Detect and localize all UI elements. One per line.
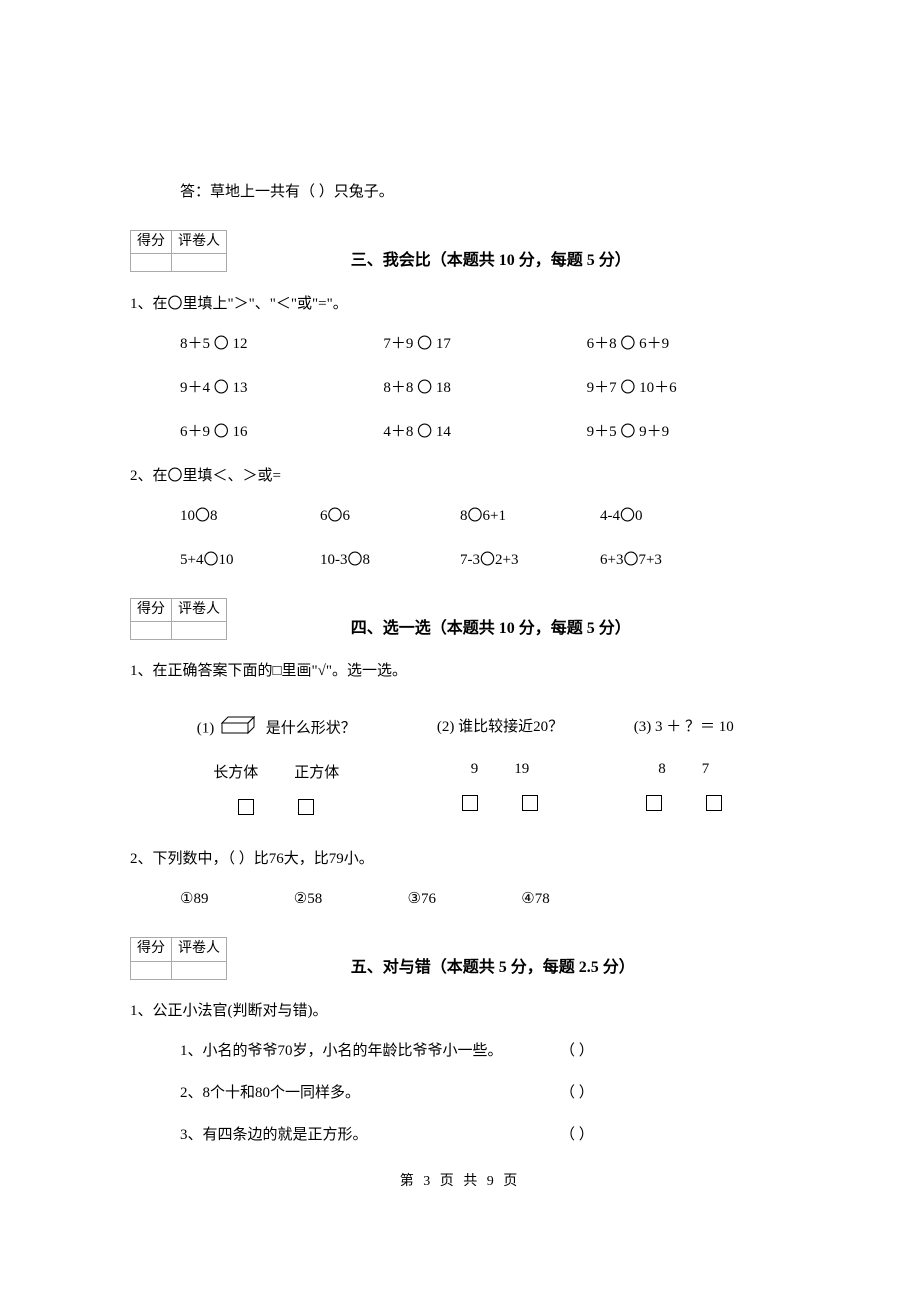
score-cell[interactable] <box>131 254 172 272</box>
section-3-title: 三、我会比（本题共 10 分，每题 5 分） <box>351 248 631 274</box>
answer-box[interactable] <box>462 795 478 811</box>
quiz1-opt1: 长方体 <box>213 761 258 785</box>
comparison-cell: 4-4〇0 <box>600 504 740 528</box>
comparison-cell: 9＋5 〇 9＋9 <box>587 420 790 444</box>
grader-header: 评卷人 <box>172 938 227 961</box>
mc-opt-2: ②58 <box>294 887 404 911</box>
answer-box[interactable] <box>238 799 254 815</box>
grader-cell[interactable] <box>172 621 227 639</box>
quiz3-header: (3) 3 ＋ ？＝ 10 <box>604 715 764 739</box>
mc-opt-4: ④78 <box>521 887 631 911</box>
quiz3-opt1: 8 <box>658 757 666 781</box>
comparison-cell: 9＋7 〇 10＋6 <box>587 376 790 400</box>
quiz1-opt2: 正方体 <box>294 761 339 785</box>
section-3-header: 得分 评卷人 三、我会比（本题共 10 分，每题 5 分） <box>130 230 790 274</box>
score-cell[interactable] <box>131 621 172 639</box>
judge-text: 1、小名的爷爷70岁，小名的年龄比爷爷小一些。 <box>180 1039 560 1063</box>
comparison-cell: 9＋4 〇 13 <box>180 376 383 400</box>
score-header: 得分 <box>131 598 172 621</box>
section-5-title: 五、对与错（本题共 5 分，每题 2.5 分） <box>351 955 635 981</box>
quiz1-pre: (1) <box>197 721 215 737</box>
s3-q1-prompt: 1、在〇里填上"＞"、"＜"或"="。 <box>130 292 790 316</box>
comparison-cell: 8＋8 〇 18 <box>383 376 586 400</box>
comparison-cell: 6+3〇7+3 <box>600 548 740 572</box>
s3-q1-rows: 8＋5 〇 127＋9 〇 176＋8 〇 6＋9 9＋4 〇 138＋8 〇 1… <box>130 332 790 444</box>
score-box-4: 得分 评卷人 <box>130 598 227 640</box>
s4-q1-prompt: 1、在正确答案下面的□里画"√"。选一选。 <box>130 659 790 683</box>
answer-box[interactable] <box>522 795 538 811</box>
comparison-cell: 6＋8 〇 6＋9 <box>587 332 790 356</box>
grader-cell[interactable] <box>172 254 227 272</box>
section-5-header: 得分 评卷人 五、对与错（本题共 5 分，每题 2.5 分） <box>130 937 790 981</box>
answer-line: 答：草地上一共有（ ）只兔子。 <box>130 180 790 204</box>
comparison-row: 5+4〇1010-3〇87-3〇2+36+3〇7+3 <box>130 548 790 572</box>
s4-q1-image: (1) 是什么形状？ 长方体 正方体 (2) 谁比较接近20？ 9 19 <box>130 715 790 815</box>
comparison-cell: 4＋8 〇 14 <box>383 420 586 444</box>
s5-judge-list: 1、小名的爷爷70岁，小名的年龄比爷爷小一些。（ ）2、8个十和80个一同样多。… <box>130 1039 790 1147</box>
judge-paren[interactable]: （ ） <box>560 1123 594 1147</box>
grader-header: 评卷人 <box>172 231 227 254</box>
score-header: 得分 <box>131 231 172 254</box>
comparison-cell: 8〇6+1 <box>460 504 600 528</box>
comparison-cell: 10〇8 <box>180 504 320 528</box>
s4-q2-options: ①89 ②58 ③76 ④78 <box>130 887 790 911</box>
answer-box[interactable] <box>706 795 722 811</box>
answer-box[interactable] <box>646 795 662 811</box>
quiz2-opt2: 19 <box>514 757 529 781</box>
comparison-cell: 7-3〇2+3 <box>460 548 600 572</box>
page-footer: 第 3 页 共 9 页 <box>130 1171 790 1193</box>
cuboid-icon <box>218 715 258 743</box>
judge-text: 3、有四条边的就是正方形。 <box>180 1123 560 1147</box>
score-box-5: 得分 评卷人 <box>130 937 227 979</box>
section-4-title: 四、选一选（本题共 10 分，每题 5 分） <box>351 616 631 642</box>
mc-opt-1: ①89 <box>180 887 290 911</box>
grader-header: 评卷人 <box>172 598 227 621</box>
score-box-3: 得分 评卷人 <box>130 230 227 272</box>
s3-q2-prompt: 2、在〇里填＜、＞或= <box>130 464 790 488</box>
judge-row: 1、小名的爷爷70岁，小名的年龄比爷爷小一些。（ ） <box>180 1039 790 1063</box>
answer-box[interactable] <box>298 799 314 815</box>
quiz-col-2: (2) 谁比较接近20？ 9 19 <box>400 715 600 811</box>
s4-q2-prompt: 2、下列数中，（ ）比76大，比79小。 <box>130 847 790 871</box>
score-cell[interactable] <box>131 961 172 979</box>
comparison-row: 10〇86〇68〇6+14-4〇0 <box>130 504 790 528</box>
section-4-header: 得分 评卷人 四、选一选（本题共 10 分，每题 5 分） <box>130 598 790 642</box>
quiz1-post: 是什么形状？ <box>266 721 356 737</box>
comparison-cell: 8＋5 〇 12 <box>180 332 383 356</box>
comparison-cell: 6〇6 <box>320 504 460 528</box>
comparison-row: 6＋9 〇 164＋8 〇 149＋5 〇 9＋9 <box>130 420 790 444</box>
judge-text: 2、8个十和80个一同样多。 <box>180 1081 560 1105</box>
comparison-cell: 6＋9 〇 16 <box>180 420 383 444</box>
comparison-cell: 10-3〇8 <box>320 548 460 572</box>
mc-opt-3: ③76 <box>408 887 518 911</box>
quiz-col-3: (3) 3 ＋ ？＝ 10 8 7 <box>604 715 764 811</box>
s5-q1-prompt: 1、公正小法官(判断对与错)。 <box>130 999 790 1023</box>
comparison-cell: 5+4〇10 <box>180 548 320 572</box>
quiz3-opt2: 7 <box>702 757 710 781</box>
quiz2-opt1: 9 <box>471 757 479 781</box>
grader-cell[interactable] <box>172 961 227 979</box>
comparison-cell: 7＋9 〇 17 <box>383 332 586 356</box>
comparison-row: 9＋4 〇 138＋8 〇 189＋7 〇 10＋6 <box>130 376 790 400</box>
judge-paren[interactable]: （ ） <box>560 1081 594 1105</box>
judge-row: 2、8个十和80个一同样多。（ ） <box>180 1081 790 1105</box>
quiz-col-1: (1) 是什么形状？ 长方体 正方体 <box>156 715 396 815</box>
s3-q2-rows: 10〇86〇68〇6+14-4〇0 5+4〇1010-3〇87-3〇2+36+3〇… <box>130 504 790 572</box>
judge-paren[interactable]: （ ） <box>560 1039 594 1063</box>
judge-row: 3、有四条边的就是正方形。（ ） <box>180 1123 790 1147</box>
score-header: 得分 <box>131 938 172 961</box>
comparison-row: 8＋5 〇 127＋9 〇 176＋8 〇 6＋9 <box>130 332 790 356</box>
quiz2-header: (2) 谁比较接近20？ <box>400 715 600 739</box>
